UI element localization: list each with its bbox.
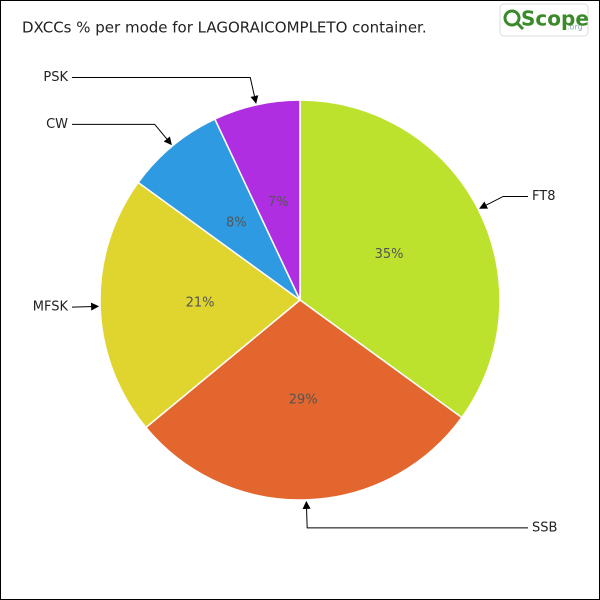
pie-slice [99, 181, 302, 429]
value-label: 8% [226, 215, 247, 230]
legend-label: FT8 [532, 189, 555, 204]
leader-line [72, 76, 259, 104]
legend-label: CW [46, 117, 68, 132]
logo-icon [503, 9, 521, 27]
leader-line [72, 123, 172, 146]
leader-line [72, 302, 100, 311]
logo-icon [515, 21, 525, 31]
value-label: 7% [268, 195, 289, 210]
value-label: 29% [289, 392, 318, 407]
pie-slice [213, 99, 301, 301]
legend-label: PSK [43, 70, 68, 85]
pie-slice [299, 99, 501, 419]
logo-suffix: .org [567, 23, 583, 32]
logo-text: Scope [521, 7, 589, 31]
leader-line [479, 195, 528, 209]
logo: Scope .org [499, 3, 589, 37]
value-label: 21% [186, 296, 215, 311]
leader-line [302, 500, 528, 529]
chart-title: DXCCs % per mode for LAGORAICOMPLETO con… [22, 19, 427, 37]
pie-slice [137, 118, 301, 301]
legend-label: MFSK [33, 300, 69, 315]
legend-label: SSB [532, 520, 557, 535]
value-label: 35% [375, 247, 404, 262]
pie-slice [144, 299, 463, 501]
